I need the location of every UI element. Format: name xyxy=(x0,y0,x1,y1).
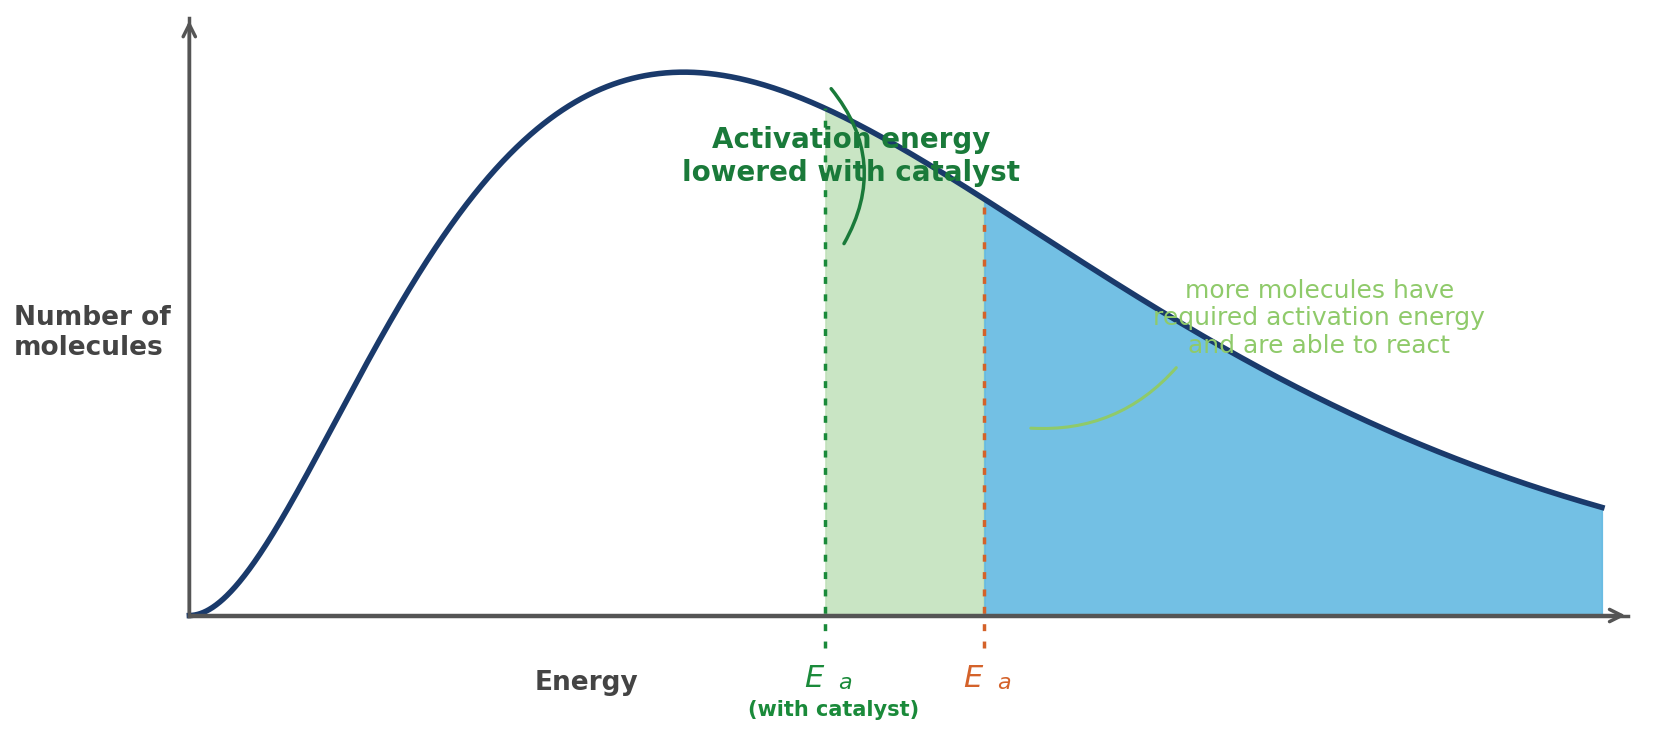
Text: more molecules have
required activation energy
and are able to react: more molecules have required activation … xyxy=(1154,279,1486,358)
Text: Energy: Energy xyxy=(534,670,638,696)
Text: Number of
molecules: Number of molecules xyxy=(13,305,170,361)
Text: $a$: $a$ xyxy=(997,672,1012,692)
Text: Activation energy
lowered with catalyst: Activation energy lowered with catalyst xyxy=(683,126,1020,187)
Text: (with catalyst): (with catalyst) xyxy=(749,700,919,720)
Text: $E$: $E$ xyxy=(803,664,825,694)
Text: $E$: $E$ xyxy=(962,664,984,694)
Text: $a$: $a$ xyxy=(838,672,853,692)
